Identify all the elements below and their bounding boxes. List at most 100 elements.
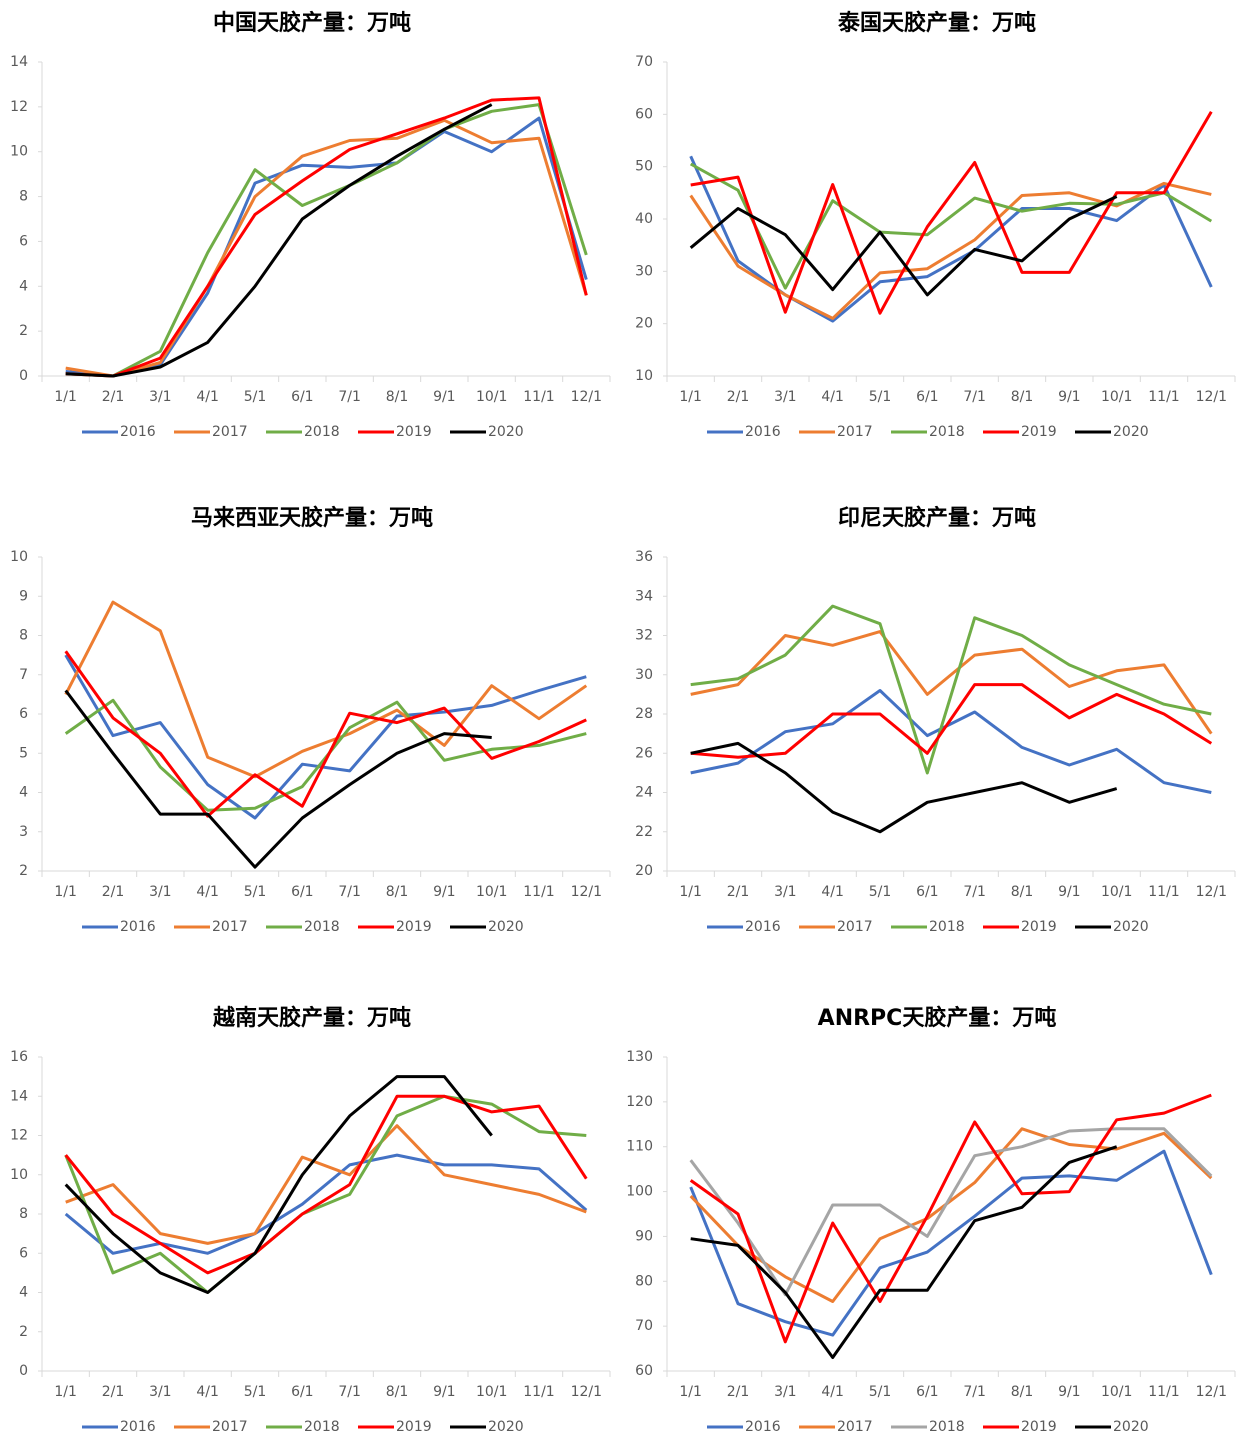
x-tick-label: 11/1 xyxy=(523,389,554,405)
y-tick-label: 2 xyxy=(19,323,28,339)
chart-panel: 中国天胶产量：万吨 0 2 4 6 8 10 12 14 1/1 2/1 3/1 4/1 5/1 6/1 7/… xyxy=(10,10,611,440)
x-tick-label: 7/1 xyxy=(963,1384,986,1400)
x-tick-label: 1/1 xyxy=(679,884,702,900)
y-tick-label: 4 xyxy=(19,1285,28,1301)
x-tick-label: 12/1 xyxy=(571,389,602,405)
x-tick-label: 5/1 xyxy=(244,1384,267,1400)
x-tick-label: 6/1 xyxy=(916,884,939,900)
x-tick-label: 10/1 xyxy=(476,1384,507,1400)
legend-label: 2018 xyxy=(304,424,340,440)
y-tick-label: 2 xyxy=(19,863,28,879)
series-line xyxy=(64,650,587,818)
legend-label: 2016 xyxy=(120,1419,156,1435)
y-tick-label: 3 xyxy=(19,824,28,840)
chart-title: 中国天胶产量：万吨 xyxy=(213,10,411,36)
series-line xyxy=(64,1153,588,1255)
series-line xyxy=(689,1127,1213,1297)
series-line xyxy=(690,741,1118,834)
x-tick-label: 4/1 xyxy=(821,1384,844,1400)
x-tick-label: 8/1 xyxy=(386,389,409,405)
y-tick-label: 0 xyxy=(19,368,28,384)
x-tick-label: 6/1 xyxy=(291,389,314,405)
x-tick-label: 12/1 xyxy=(571,884,602,900)
x-tick-label: 3/1 xyxy=(774,389,797,405)
series-line xyxy=(64,600,588,779)
legend-label: 2018 xyxy=(929,424,965,440)
x-tick-label: 5/1 xyxy=(869,884,892,900)
legend-label: 2020 xyxy=(488,919,524,935)
legend-label: 2017 xyxy=(837,919,873,935)
y-tick-label: 0 xyxy=(19,1363,28,1379)
x-tick-label: 11/1 xyxy=(1148,884,1179,900)
series-line xyxy=(64,654,587,820)
series-line xyxy=(690,630,1213,735)
legend-label: 2018 xyxy=(304,919,340,935)
y-tick-label: 10 xyxy=(10,549,28,565)
chart-title: ANRPC天胶产量：万吨 xyxy=(818,1005,1057,1031)
y-tick-label: 14 xyxy=(10,1088,28,1104)
y-tick-label: 60 xyxy=(635,1363,653,1379)
y-tick-label: 8 xyxy=(19,189,28,205)
y-tick-label: 100 xyxy=(626,1184,653,1200)
x-tick-label: 6/1 xyxy=(291,1384,314,1400)
x-tick-label: 12/1 xyxy=(1196,389,1227,405)
x-tick-label: 10/1 xyxy=(1101,884,1132,900)
x-tick-label: 2/1 xyxy=(102,389,125,405)
y-tick-label: 6 xyxy=(19,233,28,249)
x-tick-label: 11/1 xyxy=(523,1384,554,1400)
y-tick-label: 24 xyxy=(635,785,653,801)
series-line xyxy=(64,689,492,869)
x-tick-label: 1/1 xyxy=(54,884,77,900)
series-line xyxy=(64,1075,493,1294)
x-tick-label: 2/1 xyxy=(727,884,750,900)
x-tick-label: 1/1 xyxy=(54,389,77,405)
x-tick-label: 5/1 xyxy=(244,389,267,405)
legend-label: 2017 xyxy=(212,424,248,440)
series-line xyxy=(65,103,588,378)
series-line xyxy=(65,118,588,378)
legend-label: 2017 xyxy=(212,919,248,935)
x-tick-label: 11/1 xyxy=(1148,1384,1179,1400)
x-tick-label: 10/1 xyxy=(476,884,507,900)
x-tick-label: 11/1 xyxy=(523,884,554,900)
x-tick-label: 9/1 xyxy=(433,389,456,405)
chart-panel: 印尼天胶产量：万吨 20 22 24 26 28 30 32 34 36 1/1 2/1 3/1 4/1 5… xyxy=(635,505,1236,935)
series-line xyxy=(64,1094,588,1275)
legend-label: 2016 xyxy=(745,919,781,935)
x-tick-label: 9/1 xyxy=(1058,1384,1081,1400)
y-tick-label: 28 xyxy=(635,706,653,722)
y-tick-label: 20 xyxy=(635,863,653,879)
y-tick-label: 10 xyxy=(10,144,28,160)
series-line xyxy=(689,1149,1213,1337)
x-tick-label: 4/1 xyxy=(196,389,219,405)
series-line xyxy=(690,110,1213,315)
y-tick-label: 9 xyxy=(19,588,28,604)
x-tick-label: 4/1 xyxy=(821,389,844,405)
x-tick-label: 7/1 xyxy=(338,389,361,405)
chart-panel: ANRPC天胶产量：万吨 60 70 80 90 100 110 120 130 1/1 2/1 3/… xyxy=(626,1005,1236,1435)
x-tick-label: 9/1 xyxy=(433,1384,456,1400)
x-tick-label: 2/1 xyxy=(102,884,125,900)
x-tick-label: 3/1 xyxy=(149,1384,172,1400)
x-tick-label: 5/1 xyxy=(869,389,892,405)
x-tick-label: 9/1 xyxy=(1058,884,1081,900)
x-tick-label: 3/1 xyxy=(774,1384,797,1400)
x-tick-label: 8/1 xyxy=(386,884,409,900)
legend-label: 2018 xyxy=(304,1419,340,1435)
y-tick-label: 22 xyxy=(635,824,653,840)
chart-panel: 马来西亚天胶产量：万吨 2 3 4 5 6 7 8 9 10 1/1 2/1 3/1 4/1 5/1 6/1 7… xyxy=(10,505,611,935)
x-tick-label: 8/1 xyxy=(1011,1384,1034,1400)
series-line xyxy=(689,1127,1213,1303)
series-line xyxy=(690,689,1212,794)
series-line xyxy=(64,1094,587,1294)
y-tick-label: 60 xyxy=(635,106,653,122)
x-tick-label: 11/1 xyxy=(1148,389,1179,405)
series-line xyxy=(65,103,493,378)
x-tick-label: 12/1 xyxy=(1196,1384,1227,1400)
x-tick-label: 9/1 xyxy=(1058,389,1081,405)
y-tick-label: 50 xyxy=(635,159,653,175)
x-tick-label: 8/1 xyxy=(386,1384,409,1400)
x-tick-label: 9/1 xyxy=(433,884,456,900)
x-tick-label: 5/1 xyxy=(869,1384,892,1400)
legend-label: 2017 xyxy=(837,1419,873,1435)
